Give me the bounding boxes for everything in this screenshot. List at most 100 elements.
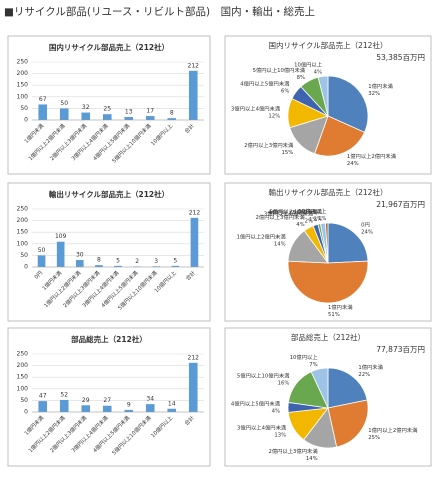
chart-title: 国内リサイクル部品売上（212社） (269, 40, 388, 50)
data-label: 3 (154, 258, 158, 265)
data-label: 17 (146, 108, 154, 115)
bar (38, 401, 47, 412)
slice-label: 0円 (361, 221, 370, 228)
bar (60, 400, 69, 412)
chart-title: 輸出リサイクル部品売上（212社） (269, 187, 388, 197)
slice-value: 25% (368, 435, 380, 441)
y-tick-label: 50 (20, 252, 28, 259)
data-label: 27 (103, 397, 111, 404)
slice-value: 8% (297, 75, 305, 81)
bar (124, 117, 133, 120)
bar (191, 218, 199, 267)
y-tick-label: 150 (17, 229, 29, 236)
y-tick-label: 250 (17, 351, 29, 358)
data-label: 32 (82, 104, 90, 111)
y-tick-label: 50 (20, 105, 28, 112)
y-tick-label: 0 (24, 117, 28, 124)
data-label: 52 (60, 391, 68, 398)
slice-label: 5億円以上10億円未満 (237, 371, 290, 379)
slice-label: 1億円以上2億円未満 (237, 232, 287, 240)
bar (103, 406, 112, 412)
data-label: 212 (188, 354, 200, 361)
y-tick-label: 200 (17, 217, 29, 224)
data-label: 212 (188, 62, 200, 69)
bar (57, 242, 65, 267)
chart-subtitle: 53,385百万円 (376, 53, 425, 62)
y-tick-label: 200 (17, 362, 29, 369)
chart-subtitle: 21,967百万円 (376, 200, 425, 209)
chart-title: 部品総売上（212社） (71, 334, 147, 344)
bar (189, 71, 198, 120)
bar (81, 405, 90, 412)
slice-label: 3億円以上4億円未満 (237, 424, 287, 432)
slice-value: 4% (296, 222, 304, 228)
y-tick-label: 50 (20, 397, 28, 404)
bar (60, 108, 69, 120)
slice-label: 1億円以上2億円未満 (368, 426, 418, 434)
data-label: 13 (125, 108, 133, 115)
chart-title: 国内リサイクル部品売上（212社） (49, 42, 169, 52)
data-label: 25 (103, 106, 111, 113)
bar (103, 114, 112, 120)
data-label: 5 (173, 257, 177, 264)
slice-value: 4% (272, 408, 280, 414)
y-tick-label: 100 (17, 385, 29, 392)
slice-value: 51% (328, 312, 340, 318)
bar (124, 410, 133, 412)
y-tick-label: 100 (17, 93, 29, 100)
data-label: 109 (55, 233, 67, 240)
data-label: 50 (60, 100, 68, 107)
bar (146, 404, 155, 412)
slice-value: 6% (281, 88, 289, 94)
bar (189, 363, 198, 412)
data-label: 9 (127, 401, 131, 408)
slice-value: 24% (347, 161, 359, 167)
slice-label: 4億円以上5億円未満 (231, 399, 281, 407)
slice-value: 4% (314, 69, 322, 75)
slice-value: 15% (281, 150, 293, 156)
y-tick-label: 250 (17, 59, 29, 66)
y-tick-label: 150 (17, 82, 29, 89)
slice-value: 13% (274, 433, 286, 439)
chart-title: 輸出リサイクル部品売上（212社） (49, 189, 169, 199)
slice-value: 22% (358, 372, 370, 378)
slice-label: 1億円以上2億円未満 (347, 152, 397, 160)
data-label: 8 (97, 257, 101, 264)
y-tick-label: 150 (17, 374, 29, 381)
bar (76, 260, 84, 267)
y-tick-label: 200 (17, 70, 29, 77)
bar (81, 113, 90, 120)
data-label: 2 (135, 258, 139, 265)
chart-title: 部品総売上（212社） (291, 332, 365, 342)
slice-label: 3億円以上4億円未満 (231, 104, 281, 112)
data-label: 5 (116, 257, 120, 264)
slice-label: 2億円以上3億円未満 (244, 141, 294, 149)
y-tick-label: 0 (24, 264, 28, 271)
slice-value: 12% (268, 113, 280, 119)
y-tick-label: 250 (17, 206, 29, 213)
data-label: 47 (39, 393, 47, 400)
slice-value: 14% (274, 241, 286, 247)
data-label: 30 (76, 252, 84, 259)
y-tick-label: 0 (24, 409, 28, 416)
slice-label: 2億円以上3億円未満 (269, 447, 319, 455)
data-label: 212 (189, 209, 201, 216)
slice-label: 10億円以上 (294, 60, 323, 68)
page-title: ■リサイクル部品(リユース・リビルト部品) 国内・輸出・総売上 (4, 5, 315, 18)
data-label: 14 (168, 400, 176, 407)
data-label: 8 (170, 110, 174, 117)
slice-value: 7% (309, 362, 317, 368)
slice-value: 32% (368, 91, 380, 97)
slice-label: 4億円以上5億円未満 (240, 79, 290, 87)
y-tick-label: 100 (17, 240, 29, 247)
bar (167, 409, 176, 412)
slice-value: 1% (318, 216, 326, 222)
slice-value: 16% (278, 380, 290, 386)
chart-subtitle: 77,873百万円 (376, 345, 425, 354)
slice-value: 14% (306, 456, 318, 462)
data-label: 34 (146, 396, 154, 403)
bar (38, 255, 46, 267)
data-label: 29 (82, 397, 90, 404)
slice-label: 1億円未満 (358, 363, 383, 371)
